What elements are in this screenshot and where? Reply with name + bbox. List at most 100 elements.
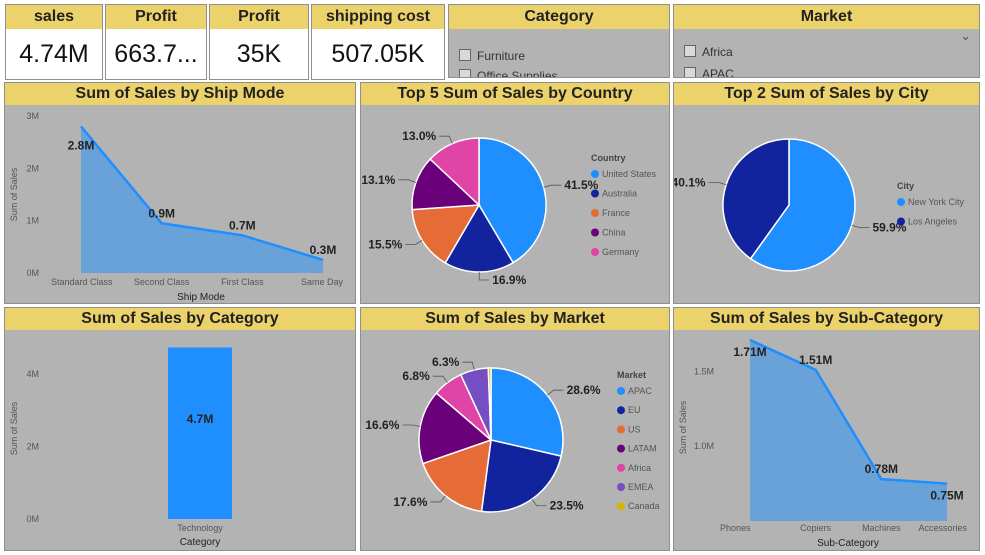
kpi-title: sales <box>6 5 102 29</box>
chart-title: Sum of Sales by Market <box>361 308 669 330</box>
x-axis-title: Ship Mode <box>177 292 225 303</box>
slicer-title: Market <box>674 5 979 29</box>
legend-item: US <box>628 424 641 434</box>
y-tick-label: 0M <box>26 268 39 278</box>
data-label: 41.5% <box>564 178 598 192</box>
pie-slice <box>749 138 856 272</box>
legend-marker <box>897 198 905 206</box>
category-bar-chart[interactable]: 0M 2M 4M Sum of Sales 4.7M Technology Category <box>5 308 357 552</box>
legend-item: LATAM <box>628 444 657 454</box>
kpi-title: Profit <box>106 5 206 29</box>
slicer-option-apac[interactable]: APAC <box>684 67 734 77</box>
data-label: 23.5% <box>550 499 584 513</box>
data-label: 16.9% <box>492 273 526 287</box>
market-chart-panel[interactable]: Sum of Sales by Market 28.6% 23.5% 17.6% 16… <box>360 307 670 551</box>
y-tick-label: 1.0M <box>694 441 714 451</box>
data-label: 1.71M <box>733 345 766 359</box>
data-label: 28.6% <box>567 383 601 397</box>
chart-title: Top 2 Sum of Sales by City <box>674 83 979 105</box>
category-chart-panel[interactable]: Sum of Sales by Category 0M 2M 4M Sum of Sa… <box>4 307 356 551</box>
slicer-option-africa[interactable]: Africa <box>684 45 733 59</box>
legend-marker <box>897 217 905 226</box>
area-fill <box>750 339 947 521</box>
x-axis-title: Category <box>180 537 221 548</box>
leader-line <box>405 240 423 245</box>
x-tick-label: Standard Class <box>51 277 113 287</box>
x-tick-label: Copiers <box>800 523 832 533</box>
legend-marker <box>617 502 625 511</box>
data-label: 1.51M <box>799 353 832 367</box>
city-chart-panel[interactable]: Top 2 Sum of Sales by City 59.9% 40.1% Cit… <box>673 82 980 304</box>
ship-mode-area-chart[interactable]: 0M 1M 2M 3M Sum of Sales Standard Class Second… <box>5 83 357 305</box>
legend-item: Los Angeles <box>908 217 958 227</box>
leader-line <box>851 224 870 229</box>
legend-item: Africa <box>628 463 651 473</box>
leader-line <box>478 271 490 281</box>
y-tick-label: 1M <box>26 216 39 226</box>
x-tick-label: Phones <box>720 523 751 533</box>
legend-item: United States <box>602 169 657 179</box>
x-tick-label: Accessories <box>918 523 967 533</box>
pie-slice <box>418 392 493 465</box>
checkbox[interactable] <box>684 67 696 77</box>
data-label: 40.1% <box>674 175 706 189</box>
pie-slice <box>722 138 790 260</box>
legend-marker <box>591 170 599 178</box>
kpi-card-profit-count: Profit 35K <box>209 4 309 80</box>
leader-line <box>430 495 446 503</box>
legend-marker <box>617 444 625 453</box>
leader-line <box>547 389 564 396</box>
data-label: 6.8% <box>402 369 430 383</box>
legend-item: China <box>602 228 626 238</box>
kpi-card-sales: sales 4.74M <box>5 4 103 80</box>
slicer-title: Category <box>449 5 669 29</box>
leader-line <box>531 498 547 507</box>
ship-mode-chart-panel[interactable]: Sum of Sales by Ship Mode 0M 1M 2M 3M Sum of… <box>4 82 356 304</box>
checkbox[interactable] <box>684 45 696 57</box>
x-tick-label: Second Class <box>134 277 190 287</box>
pie-slice <box>490 367 564 458</box>
checkbox[interactable] <box>459 69 471 77</box>
chart-title: Sum of Sales by Sub-Category <box>674 308 979 330</box>
legend-marker <box>617 387 625 395</box>
data-label: 16.6% <box>365 418 399 432</box>
legend-marker <box>591 228 599 237</box>
leader-line <box>543 184 562 188</box>
subcategory-chart-panel[interactable]: Sum of Sales by Sub-Category 1.0M 1.5M Sum… <box>673 307 980 551</box>
subcategory-area-chart[interactable]: 1.0M 1.5M Sum of Sales Phones Copiers Machine… <box>674 308 981 552</box>
leader-line <box>402 424 421 427</box>
data-label: 4.7M <box>187 412 214 426</box>
legend-item: EU <box>628 405 641 415</box>
legend-marker <box>591 248 599 256</box>
kpi-title: Profit <box>210 5 308 29</box>
country-chart-panel[interactable]: Top 5 Sum of Sales by Country 41.5% 16.9%… <box>360 82 670 304</box>
legend-marker <box>617 406 625 415</box>
kpi-value: 663.7... <box>114 40 198 68</box>
kpi-title: shipping cost <box>312 5 444 29</box>
x-axis-title: Sub-Category <box>817 538 879 549</box>
slicer-option-office-supplies[interactable]: Office Supplies <box>459 69 558 77</box>
legend-item: Australia <box>602 189 637 199</box>
legend-item: New York City <box>908 197 965 207</box>
leader-line <box>462 361 475 371</box>
legend-marker <box>591 189 599 198</box>
pie-slice <box>444 203 515 273</box>
series-line <box>80 125 324 262</box>
data-label: 13.0% <box>402 129 436 143</box>
slicer-option-furniture[interactable]: Furniture <box>459 49 525 63</box>
chevron-down-icon[interactable]: ⌄ <box>960 28 971 43</box>
kpi-card-profit: Profit 663.7... <box>105 4 207 80</box>
market-pie-chart[interactable]: 28.6% 23.5% 17.6% 16.6% 6.8%6.3% Market APAC EU… <box>361 308 671 552</box>
data-label: 0.3M <box>310 243 337 257</box>
kpi-value: 4.74M <box>19 40 89 68</box>
data-label: 0.7M <box>229 218 256 232</box>
data-label: 15.5% <box>368 238 402 252</box>
legend-marker <box>617 463 625 472</box>
kpi-card-shipping-cost: shipping cost 507.05K <box>311 4 445 80</box>
checkbox[interactable] <box>459 49 471 61</box>
country-pie-chart[interactable]: 41.5% 16.9% 15.5% 13.1% 13.0% Country United S… <box>361 83 671 305</box>
legend-title: City <box>897 181 914 191</box>
x-tick-label: First Class <box>221 277 264 287</box>
data-label: 17.6% <box>393 495 427 509</box>
